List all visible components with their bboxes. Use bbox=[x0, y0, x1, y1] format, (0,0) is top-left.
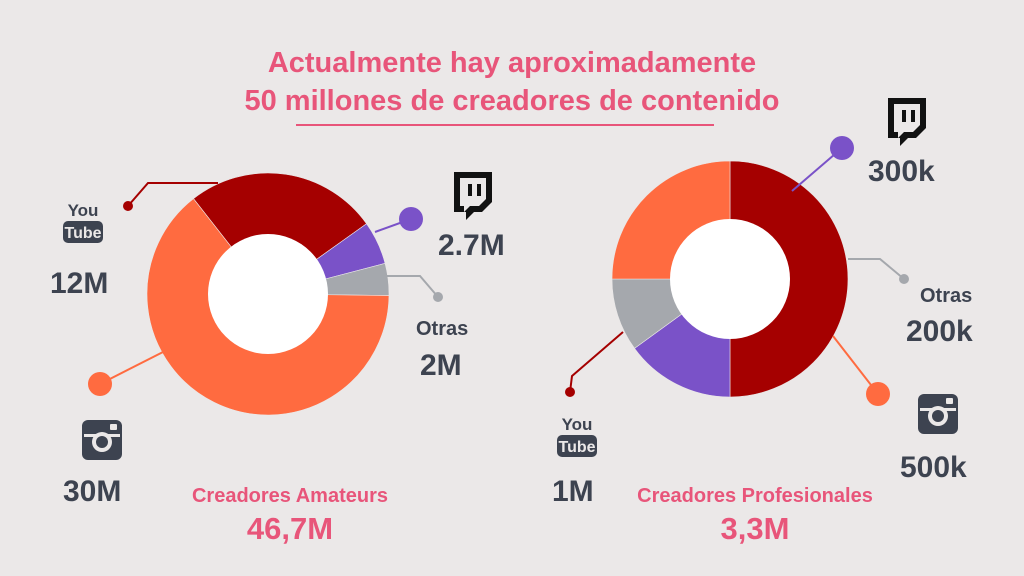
amateur-leader-dot-otras bbox=[433, 292, 443, 302]
instagram-icon bbox=[912, 388, 964, 440]
pro-otras-label: Otras bbox=[920, 285, 973, 307]
amateur-otras-value: 2M bbox=[420, 349, 462, 382]
pro-leader-dot-otras bbox=[899, 274, 909, 284]
amateur-leader-dot-instagram bbox=[88, 372, 112, 396]
pro-otras-value: 200k bbox=[906, 315, 973, 348]
pro-group-name: Creadores Profesionales bbox=[637, 485, 873, 507]
pro-leader-dot-twitch bbox=[830, 136, 854, 160]
youtube-icon: You Tube bbox=[551, 408, 603, 460]
amateur-twitch-value: 2.7M bbox=[438, 229, 505, 262]
amateur-leader-dot-youtube bbox=[123, 201, 133, 211]
pro-total: 3,3M bbox=[720, 511, 790, 546]
svg-text:Tube: Tube bbox=[558, 439, 595, 456]
pro-youtube-value: 1M bbox=[552, 475, 594, 508]
pro-leader-dot-instagram bbox=[866, 382, 890, 406]
pro-leader-dot-youtube bbox=[565, 387, 575, 397]
svg-text:You: You bbox=[68, 201, 99, 220]
youtube-icon: You Tube bbox=[57, 194, 109, 246]
svg-text:You: You bbox=[562, 415, 593, 434]
amateur-leader-instagram bbox=[99, 350, 166, 385]
pro-leader-otras bbox=[848, 258, 905, 280]
title-line-1: Actualmente hay aproximadamente bbox=[267, 47, 757, 79]
amateur-group-name: Creadores Amateurs bbox=[191, 485, 388, 507]
amateur-youtube-value: 12M bbox=[50, 267, 109, 300]
twitch-icon bbox=[880, 94, 932, 146]
amateur-instagram-value: 30M bbox=[63, 475, 122, 508]
title-underline bbox=[296, 124, 714, 126]
amateur-otras-label: Otras bbox=[416, 318, 469, 340]
page-title: Actualmente hay aproximadamente 50 millo… bbox=[0, 44, 1024, 120]
amateur-leader-dot-twitch bbox=[399, 207, 423, 231]
pro-leader-instagram bbox=[832, 335, 879, 395]
instagram-icon bbox=[76, 414, 128, 466]
pro-twitch-value: 300k bbox=[868, 155, 935, 188]
pro-leader-youtube bbox=[569, 331, 624, 393]
amateur-leader-otras bbox=[387, 275, 439, 298]
amateur-donut-hole bbox=[208, 234, 328, 354]
amateur-leader-youtube bbox=[127, 182, 218, 207]
twitch-icon bbox=[446, 168, 498, 220]
amateur-slice-youtube bbox=[193, 172, 367, 295]
pro-donut-hole bbox=[670, 219, 790, 339]
title-line-2: 50 millones de creadores de contenido bbox=[244, 85, 780, 117]
pro-instagram-value: 500k bbox=[900, 451, 967, 484]
amateur-total: 46,7M bbox=[246, 511, 334, 546]
svg-text:Tube: Tube bbox=[64, 225, 101, 242]
